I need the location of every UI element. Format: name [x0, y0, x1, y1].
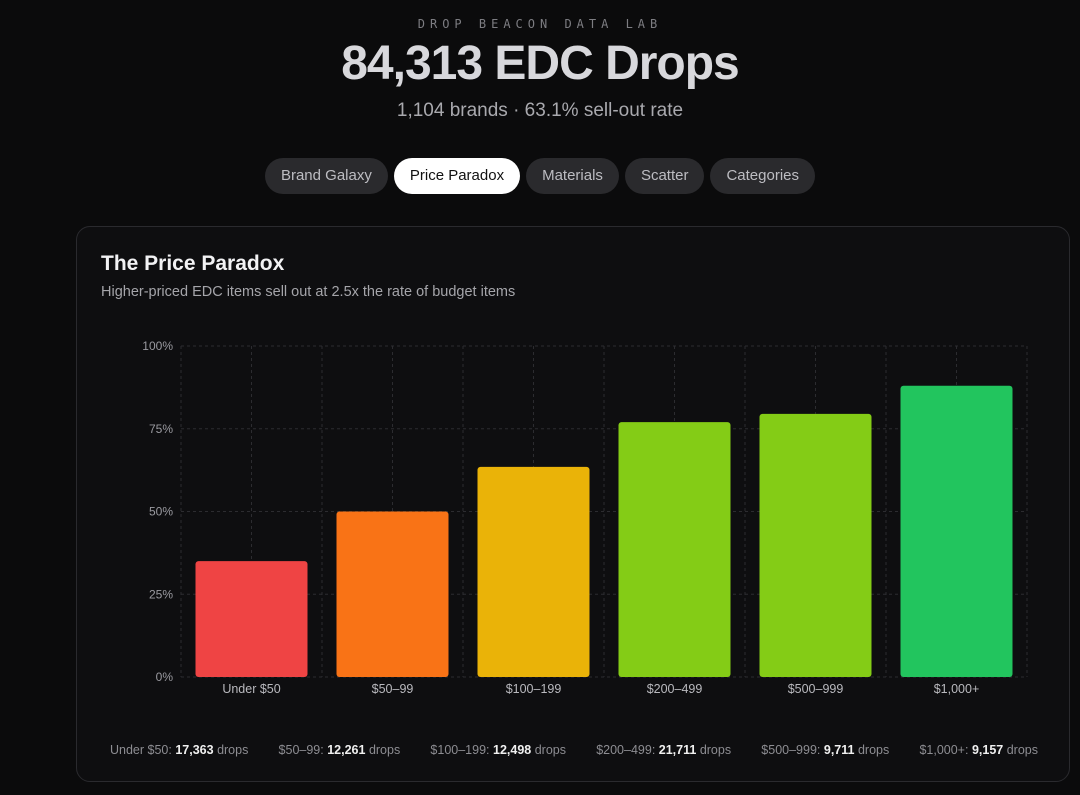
footer-item-label: $500–999:	[761, 743, 821, 757]
footer-item-count: 9,157	[971, 743, 1004, 757]
footer-item-label: $1,000+:	[919, 743, 969, 757]
footer-item-suffix: drops	[368, 743, 401, 757]
footer-item-count: 9,711	[823, 743, 855, 757]
bar	[759, 413, 872, 677]
y-tick-label: 25%	[149, 587, 173, 601]
y-tick-label: 0%	[156, 670, 174, 684]
x-tick-label: $50–99	[372, 682, 414, 696]
tab-price-paradox[interactable]: Price Paradox	[393, 158, 521, 194]
chart-subtitle: Higher-priced EDC items sell out at 2.5x…	[101, 284, 516, 300]
page-subtitle: 1,104 brands · 63.1% sell-out rate	[396, 100, 684, 121]
footer-item-count: 21,711	[658, 743, 697, 757]
x-tick-label: $1,000+	[934, 682, 980, 696]
tab-materials[interactable]: Materials	[526, 158, 619, 194]
bar	[618, 422, 731, 677]
footer-item-suffix: drops	[699, 743, 732, 757]
footer-item: $1,000+: 9,157 drops	[919, 743, 1038, 757]
footer-item-label: $200–499:	[596, 743, 656, 757]
footer-item-suffix: drops	[857, 743, 890, 757]
bar	[336, 511, 449, 677]
footer-item-count: 17,363	[175, 743, 214, 757]
kicker-label: DROP BEACON DATA LAB	[417, 17, 663, 31]
bar	[195, 561, 308, 677]
bar	[477, 466, 590, 677]
x-tick-label: Under $50	[222, 682, 280, 696]
bar	[900, 385, 1013, 677]
footer-item-count: 12,498	[493, 743, 532, 757]
footer-item-label: $50–99:	[278, 743, 324, 757]
tab-brand-galaxy[interactable]: Brand Galaxy	[264, 158, 388, 194]
x-tick-label: $200–499	[647, 682, 703, 696]
tab-categories[interactable]: Categories	[710, 158, 816, 194]
footer-item: $100–199: 12,498 drops	[430, 743, 566, 757]
footer-item-label: $100–199:	[430, 743, 490, 757]
y-tick-label: 50%	[149, 505, 173, 519]
page-title: 84,313 EDC Drops	[341, 37, 740, 90]
tab-scatter[interactable]: Scatter	[624, 158, 705, 194]
footer-item-suffix: drops	[217, 743, 249, 757]
tab-bar: Brand Galaxy Price Paradox Materials Sca…	[0, 158, 1080, 194]
x-tick-label: $500–999	[788, 682, 844, 696]
drop-count-footer: Under $50: 17,363 drops $50–99: 12,261 d…	[110, 743, 1038, 757]
footer-item-label: Under $50:	[110, 743, 172, 757]
footer-item: $200–499: 21,711 drops	[596, 743, 731, 757]
footer-item: $500–999: 9,711 drops	[761, 743, 889, 757]
footer-item: $50–99: 12,261 drops	[279, 743, 401, 757]
footer-item-suffix: drops	[1006, 743, 1038, 757]
footer-item-count: 12,261	[327, 743, 366, 757]
x-tick-label: $100–199	[506, 682, 562, 696]
y-tick-label: 100%	[142, 339, 173, 353]
footer-item: Under $50: 17,363 drops	[110, 743, 248, 757]
y-tick-label: 75%	[149, 422, 173, 436]
footer-item-suffix: drops	[534, 743, 566, 757]
chart-title: The Price Paradox	[101, 252, 285, 275]
